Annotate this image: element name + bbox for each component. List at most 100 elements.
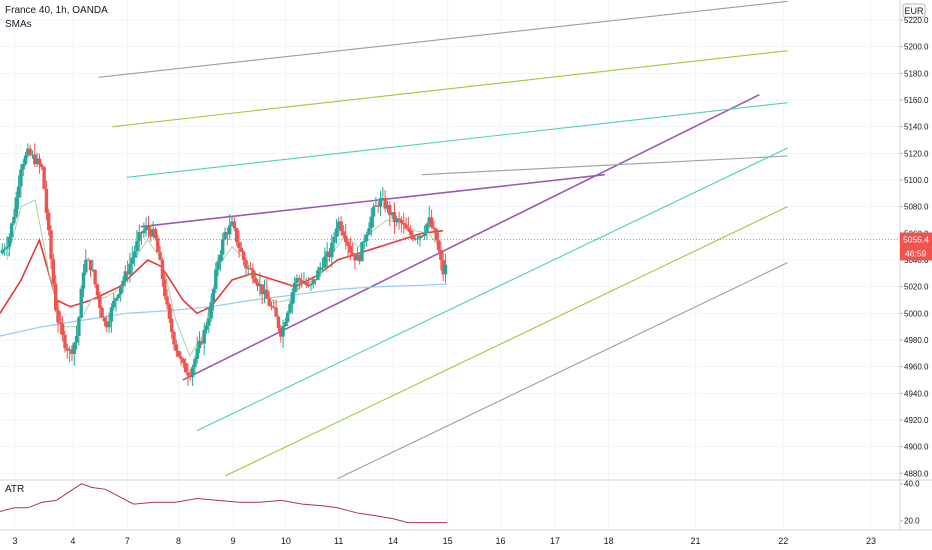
candle-up[interactable] xyxy=(228,225,232,235)
channel-trendline-teal[interactable] xyxy=(126,102,788,178)
candle-down[interactable] xyxy=(344,235,348,243)
candle-up[interactable] xyxy=(302,282,306,284)
candle-down[interactable] xyxy=(297,278,302,281)
channel-trendline-gray[interactable] xyxy=(337,262,788,480)
candle-down[interactable] xyxy=(383,198,387,209)
candle-up[interactable] xyxy=(325,251,329,257)
candle-up[interactable] xyxy=(323,256,327,268)
candle-up[interactable] xyxy=(332,236,336,243)
candle-up[interactable] xyxy=(221,239,225,255)
candle-down[interactable] xyxy=(408,230,413,235)
candle-down[interactable] xyxy=(348,246,353,253)
candle-up[interactable] xyxy=(395,218,399,223)
candle-up[interactable] xyxy=(385,204,390,209)
candle-up[interactable] xyxy=(318,267,322,271)
atr-indicator-label[interactable]: ATR xyxy=(5,484,25,495)
candle-down[interactable] xyxy=(146,226,151,230)
candle-down[interactable] xyxy=(239,248,244,252)
candle-up[interactable] xyxy=(355,254,360,261)
candle-up[interactable] xyxy=(286,312,290,322)
candle-down[interactable] xyxy=(255,282,260,287)
candle-up[interactable] xyxy=(2,248,7,250)
candle-up[interactable] xyxy=(369,216,373,229)
candle-down[interactable] xyxy=(163,279,167,297)
candle-down[interactable] xyxy=(53,283,58,311)
candle-up[interactable] xyxy=(114,298,118,301)
candle-down[interactable] xyxy=(98,295,102,308)
candle-down[interactable] xyxy=(346,242,350,247)
symbol-title[interactable]: France 40, 1h, OANDA xyxy=(5,5,108,16)
candle-up[interactable] xyxy=(77,317,81,336)
candle-up[interactable] xyxy=(67,349,72,351)
candle-up[interactable] xyxy=(142,230,146,234)
candle-up[interactable] xyxy=(7,236,11,247)
candle-up[interactable] xyxy=(19,169,23,187)
candle-down[interactable] xyxy=(237,242,241,249)
candle-down[interactable] xyxy=(376,205,380,207)
candle-up[interactable] xyxy=(12,216,16,224)
candle-up[interactable] xyxy=(111,300,116,308)
candle-up[interactable] xyxy=(427,217,431,224)
candle-up[interactable] xyxy=(202,329,206,344)
channel-trendline-teal[interactable] xyxy=(196,147,788,432)
candle-up[interactable] xyxy=(415,238,420,240)
candle-down[interactable] xyxy=(276,316,281,329)
candle-up[interactable] xyxy=(309,283,313,286)
candle-up[interactable] xyxy=(72,342,76,354)
candle-up[interactable] xyxy=(330,242,334,258)
candle-up[interactable] xyxy=(211,288,216,303)
candle-up[interactable] xyxy=(381,198,385,200)
candle-up[interactable] xyxy=(14,197,18,217)
currency-box[interactable] xyxy=(902,3,926,18)
candle-up[interactable] xyxy=(195,348,199,360)
candle-up[interactable] xyxy=(130,257,134,264)
candle-down[interactable] xyxy=(267,298,271,306)
candle-down[interactable] xyxy=(93,269,97,285)
candle-down[interactable] xyxy=(40,164,44,168)
candle-down[interactable] xyxy=(183,362,188,373)
candle-down[interactable] xyxy=(404,224,408,229)
candle-up[interactable] xyxy=(413,238,418,240)
candle-up[interactable] xyxy=(91,269,95,271)
candle-up[interactable] xyxy=(151,229,155,237)
candle-down[interactable] xyxy=(234,228,239,243)
candle-down[interactable] xyxy=(153,229,158,239)
candle-down[interactable] xyxy=(232,221,237,229)
trend-drawings[interactable] xyxy=(98,0,788,480)
candle-down[interactable] xyxy=(402,222,406,225)
candle-up[interactable] xyxy=(374,205,378,207)
candle-down[interactable] xyxy=(244,260,248,269)
candle-down[interactable] xyxy=(272,306,276,308)
candle-up[interactable] xyxy=(320,267,325,269)
candle-up[interactable] xyxy=(204,325,209,330)
candle-down[interactable] xyxy=(269,305,274,307)
candle-down[interactable] xyxy=(125,271,130,275)
candle-down[interactable] xyxy=(86,259,90,261)
candle-up[interactable] xyxy=(84,259,88,273)
candle-up[interactable] xyxy=(144,226,148,231)
candle-down[interactable] xyxy=(102,317,107,322)
candle-up[interactable] xyxy=(283,321,288,327)
candle-up[interactable] xyxy=(230,221,234,226)
candle-down[interactable] xyxy=(170,318,174,333)
candle-up[interactable] xyxy=(35,158,39,165)
candle-down[interactable] xyxy=(411,234,415,240)
candle-down[interactable] xyxy=(176,350,181,357)
candle-up[interactable] xyxy=(223,232,227,240)
candle-up[interactable] xyxy=(30,154,35,156)
candle-up[interactable] xyxy=(81,272,86,289)
candle-down[interactable] xyxy=(105,321,109,328)
candle-down[interactable] xyxy=(327,251,332,258)
candle-up[interactable] xyxy=(9,223,14,237)
candle-up[interactable] xyxy=(216,261,220,270)
candle-up[interactable] xyxy=(74,335,79,343)
candle-down[interactable] xyxy=(260,284,264,295)
candle-down[interactable] xyxy=(299,280,304,283)
candle-down[interactable] xyxy=(353,255,357,261)
candle-up[interactable] xyxy=(292,282,297,293)
candle-down[interactable] xyxy=(60,323,65,335)
candle-down[interactable] xyxy=(248,267,253,270)
candle-up[interactable] xyxy=(123,271,127,281)
candle-down[interactable] xyxy=(432,227,436,229)
